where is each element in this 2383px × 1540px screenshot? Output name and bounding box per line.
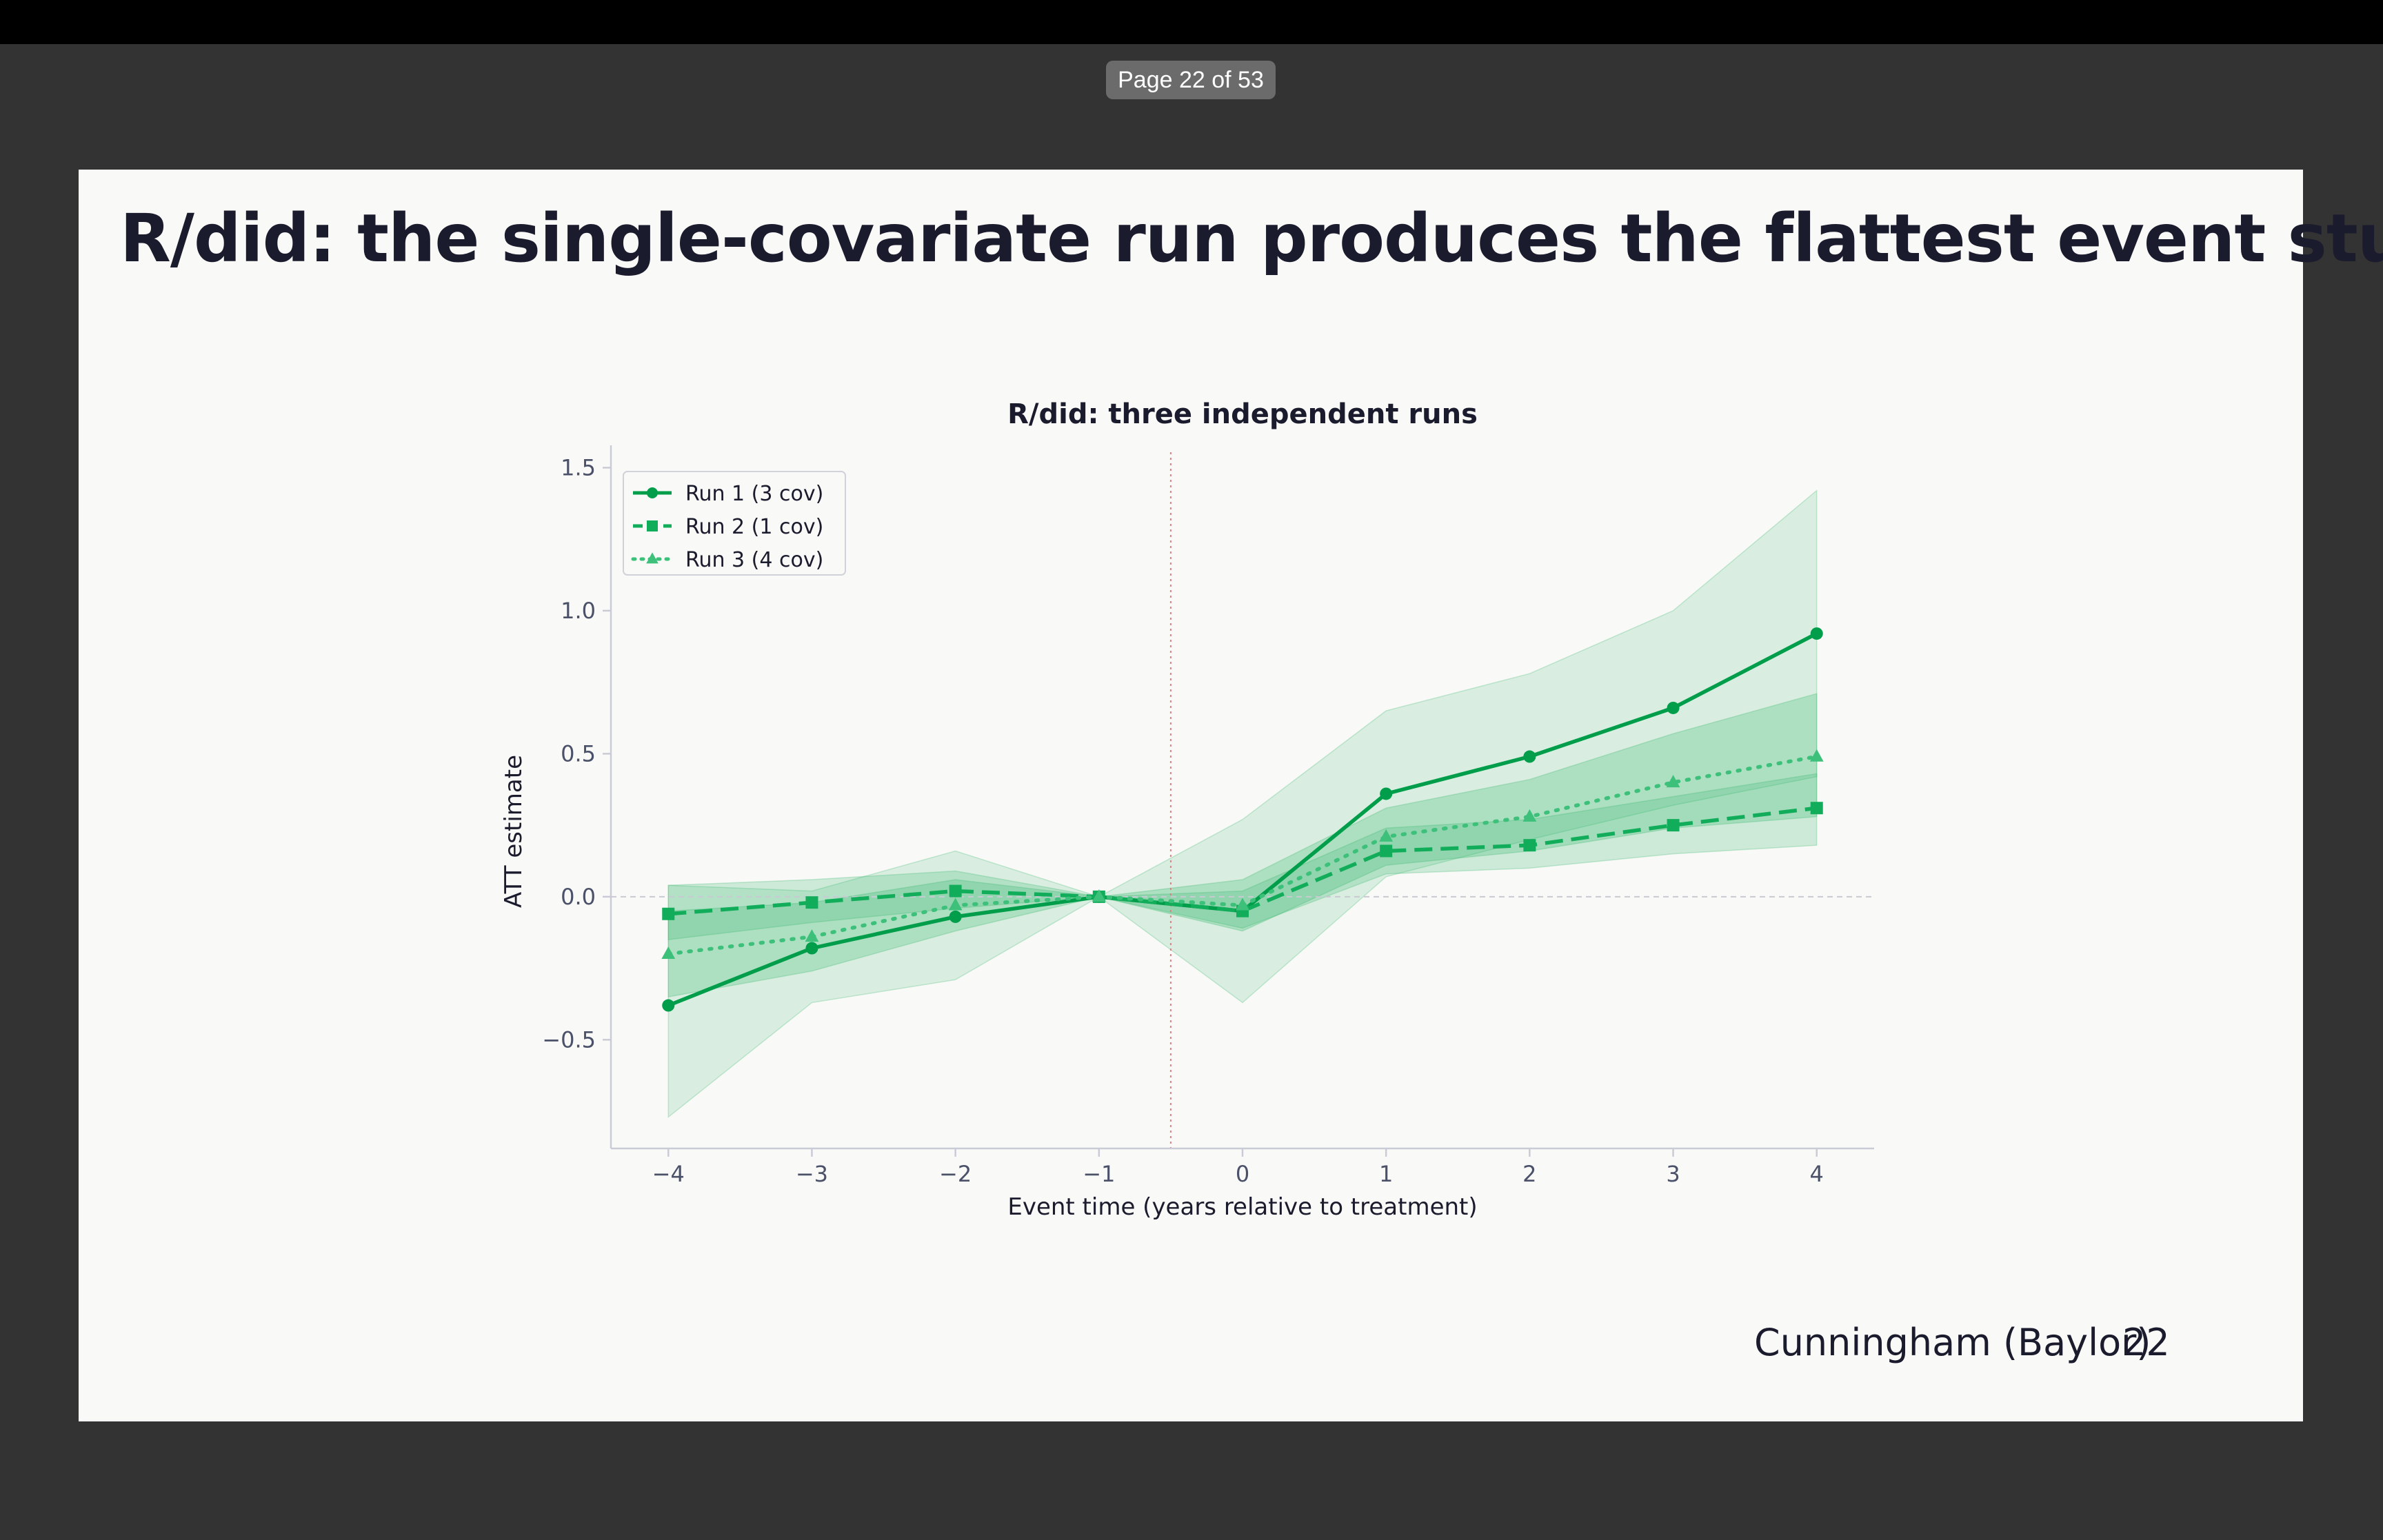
x-axis-label: Event time (years relative to treatment) [1007,1193,1477,1221]
footer-author: Cunningham (Baylor) [1754,1321,2151,1364]
data-point-run-1 [805,942,818,955]
series-markers [661,627,1824,1012]
legend-label-run-2: Run 2 (1 cov) [685,515,823,539]
legend-label-run-1: Run 1 (3 cov) [685,482,823,506]
data-point-run-3 [1809,749,1824,762]
legend-box [623,471,846,576]
series-line-run-2 [668,806,1818,916]
data-point-run-2 [662,907,675,920]
data-point-run-3 [1522,809,1537,822]
legend-marker-run-3 [646,552,658,564]
legend-label-run-3: Run 3 (4 cov) [685,548,823,572]
footer-page-number: 22 [2122,1321,2170,1364]
axes: −4 −3 −2 −1 0 1 2 3 4 −0.5 0.0 0.5 1.0 1.5 [542,445,1874,1187]
data-point-run-2 [1667,819,1680,832]
page-indicator: Page 22 of 53 [1106,61,1276,99]
data-point-run-1 [949,910,962,923]
legend-marker-run-1 [647,487,658,498]
y-tick-label: 0.5 [561,740,596,767]
data-point-run-2 [949,884,962,898]
legend-marker-run-2 [647,520,658,531]
data-point-run-2 [805,896,818,909]
y-tick-label: −0.5 [542,1026,596,1053]
reference-lines [611,452,1874,1148]
data-point-run-3 [1379,829,1394,842]
data-point-run-1 [662,999,675,1012]
data-point-run-3 [948,898,963,911]
x-tick-label: 3 [1666,1161,1680,1187]
data-point-run-3 [1236,898,1249,911]
y-tick-label: 0.0 [561,884,596,910]
slide: R/did: the single-covariate run produces… [79,170,2383,1421]
x-tick-label: −1 [1083,1161,1115,1187]
x-tick-label: 2 [1522,1161,1536,1187]
data-point-run-2 [1810,802,1823,815]
slide-title: R/did: the single-covariate run produces… [120,200,2383,277]
x-tick-label: −2 [939,1161,972,1187]
x-tick-label: −3 [796,1161,828,1187]
data-point-run-1 [1667,701,1680,714]
x-tick-label: 1 [1379,1161,1393,1187]
data-point-run-3 [1092,889,1106,902]
data-point-run-3 [805,929,819,942]
y-axis-label: ATT estimate [500,755,527,908]
data-point-run-3 [661,946,676,960]
data-point-run-1 [1810,627,1823,640]
x-tick-label: 4 [1810,1161,1824,1187]
data-point-run-3 [1666,775,1680,788]
chart-labels: R/did: three independent runs Event time … [500,398,1478,1221]
data-point-run-2 [1380,844,1393,858]
x-tick-label: −4 [652,1161,685,1187]
data-point-run-1 [1523,750,1536,763]
window-top-bar [0,0,2383,44]
data-point-run-1 [1380,787,1393,800]
data-point-run-2 [1523,839,1536,852]
chart-title: R/did: three independent runs [1007,398,1478,430]
confidence-bands [667,489,1818,1118]
y-tick-label: 1.0 [561,598,596,624]
x-tick-label: 0 [1236,1161,1249,1187]
chart-legend: Run 1 (3 cov) Run 2 (1 cov) Run 3 (4 cov) [623,471,846,576]
event-study-chart: −4 −3 −2 −1 0 1 2 3 4 −0.5 0.0 0.5 1.0 1.5 R/did: thr… [500,398,1874,1221]
y-tick-label: 1.5 [561,454,596,480]
